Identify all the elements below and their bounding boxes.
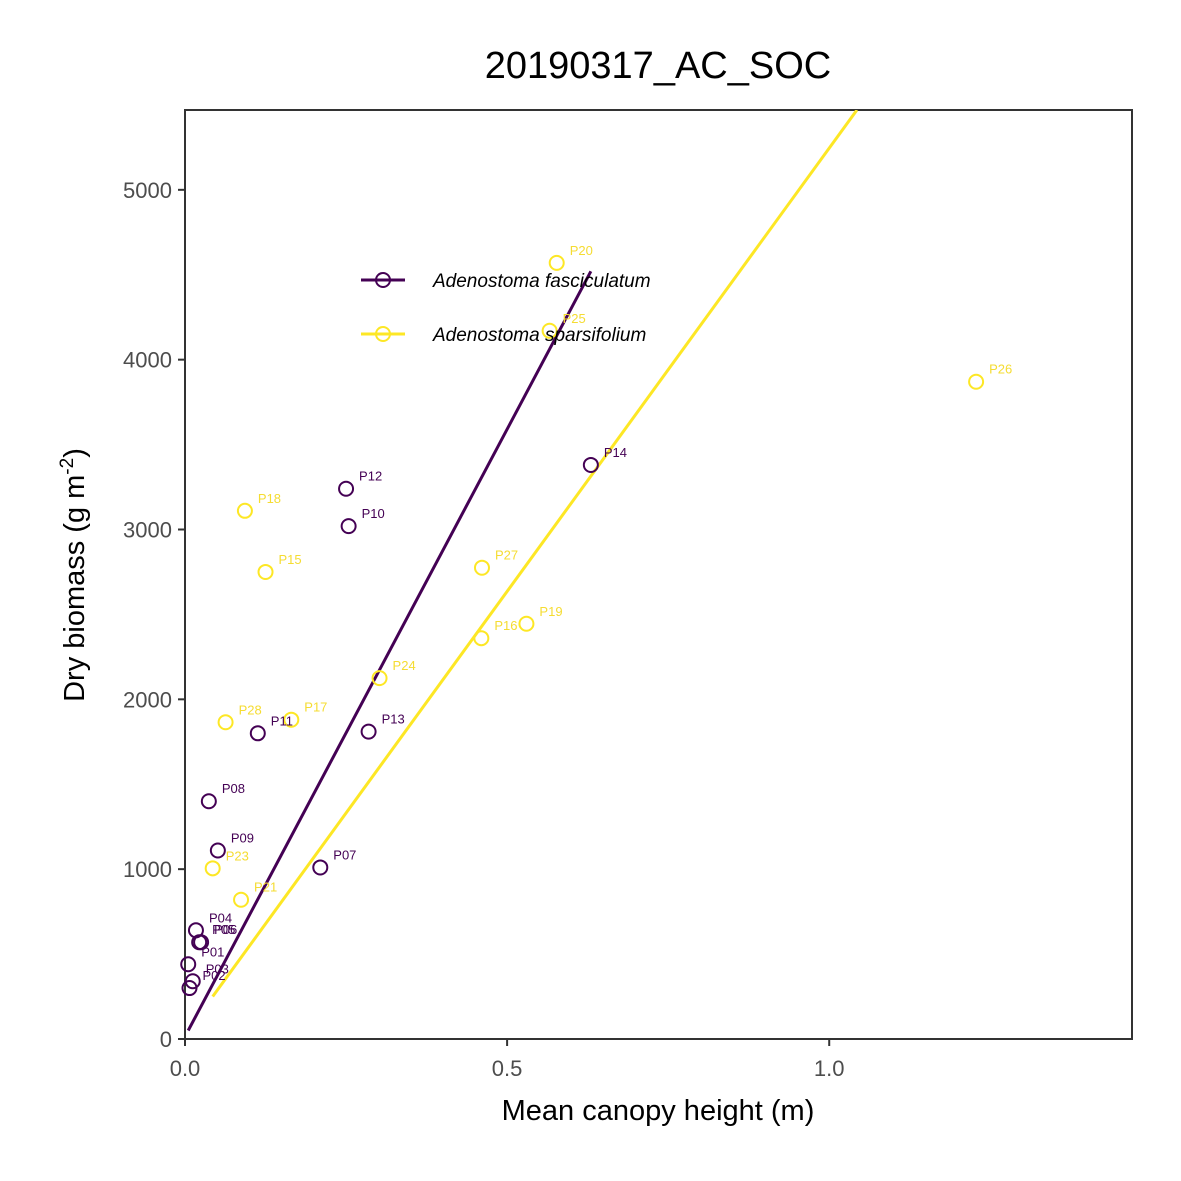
y-axis: 0 1000 2000 3000 4000 5000 xyxy=(123,178,185,1052)
data-point-p17 xyxy=(283,711,300,728)
point-label-p25: P25 xyxy=(563,311,586,326)
data-point-p26 xyxy=(968,373,985,390)
chart-title: 20190317_AC_SOC xyxy=(485,45,831,87)
data-point-p21 xyxy=(233,891,250,908)
y-tick-label: 3000 xyxy=(123,517,172,542)
point-label-p05: P05 xyxy=(212,922,235,937)
data-point-p14 xyxy=(582,456,599,473)
point-label-p13: P13 xyxy=(382,712,405,727)
fit-lines xyxy=(186,110,859,1032)
x-tick-label: 0.0 xyxy=(170,1056,201,1081)
point-label-p12: P12 xyxy=(359,469,382,484)
point-label-p01: P01 xyxy=(201,944,224,959)
point-label-p28: P28 xyxy=(239,702,262,717)
point-label-p06: P06 xyxy=(214,922,237,937)
point-label-p03: P03 xyxy=(206,961,229,976)
point-label-p20: P20 xyxy=(570,243,593,258)
point-label-p21: P21 xyxy=(254,880,277,895)
data-point-p03 xyxy=(184,973,201,990)
legend-entry-1: Adenostoma fasciculatum xyxy=(432,271,651,292)
point-label-p27: P27 xyxy=(495,548,518,563)
point-label-p04: P04 xyxy=(209,910,232,925)
point-label-p10: P10 xyxy=(362,506,385,521)
y-tick-label: 4000 xyxy=(123,348,172,373)
data-point-p13 xyxy=(360,723,377,740)
x-tick-label: 1.0 xyxy=(814,1056,845,1081)
point-label-p02: P02 xyxy=(203,968,226,983)
fit-line-series-1 xyxy=(186,270,593,1032)
y-axis-title-superscript: -2 xyxy=(57,458,78,475)
y-tick-label: 2000 xyxy=(123,687,172,712)
data-point-p06 xyxy=(193,934,210,951)
y-tick-label: 1000 xyxy=(123,857,172,882)
y-tick-label: 5000 xyxy=(123,178,172,203)
point-label-p19: P19 xyxy=(539,604,562,619)
point-label-p08: P08 xyxy=(222,781,245,796)
data-point-p15 xyxy=(257,563,274,580)
data-point-p24 xyxy=(371,670,388,687)
point-label-p24: P24 xyxy=(393,658,416,673)
data-points xyxy=(180,254,985,997)
x-axis: 0.0 0.5 1.0 xyxy=(170,1039,845,1081)
data-point-p08 xyxy=(200,793,217,810)
legend: Adenostoma fasciculatum Adenostoma sparsi… xyxy=(361,271,651,346)
point-label-p15: P15 xyxy=(279,552,302,567)
point-label-p16: P16 xyxy=(494,618,517,633)
data-point-p01 xyxy=(180,956,197,973)
data-point-p19 xyxy=(518,615,535,632)
point-label-p14: P14 xyxy=(604,445,627,460)
data-point-p07 xyxy=(312,859,329,876)
y-axis-title-main: Dry biomass (g m xyxy=(59,475,91,702)
data-point-p12 xyxy=(338,480,355,497)
data-point-p10 xyxy=(340,518,357,535)
data-point-p16 xyxy=(473,630,490,647)
legend-entry-2: Adenostoma sparsifolium xyxy=(432,325,646,346)
data-point-p20 xyxy=(548,254,565,271)
legend-key-point-1 xyxy=(375,272,391,288)
data-point-p11 xyxy=(249,725,266,742)
point-label-p07: P07 xyxy=(333,847,356,862)
x-tick-label: 0.5 xyxy=(492,1056,523,1081)
x-axis-title: Mean canopy height (m) xyxy=(502,1095,815,1127)
data-point-p23 xyxy=(204,860,221,877)
y-tick-label: 0 xyxy=(160,1027,172,1052)
point-label-p11: P11 xyxy=(271,713,293,728)
plot-panel-border xyxy=(184,109,1133,1040)
point-label-p23: P23 xyxy=(226,848,249,863)
fit-line-series-2 xyxy=(211,110,859,998)
data-point-p28 xyxy=(217,714,234,731)
point-label-p18: P18 xyxy=(258,491,281,506)
y-axis-title: Dry biomass (g m-2) xyxy=(57,448,91,702)
data-point-p18 xyxy=(236,502,253,519)
point-label-p09: P09 xyxy=(231,830,254,845)
point-label-p26: P26 xyxy=(989,362,1012,377)
y-axis-title-end: ) xyxy=(59,448,91,458)
legend-key-point-2 xyxy=(375,326,391,342)
point-label-p17: P17 xyxy=(304,700,327,715)
plot-area xyxy=(184,109,1133,1040)
data-point-p25 xyxy=(541,322,558,339)
data-point-p27 xyxy=(473,559,490,576)
data-point-p09 xyxy=(209,842,226,859)
